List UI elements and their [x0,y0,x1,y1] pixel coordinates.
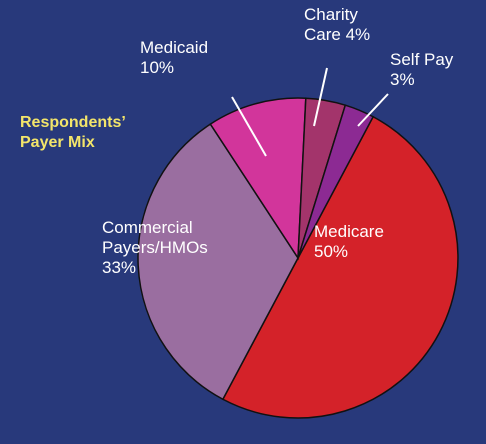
leader-line [231,96,267,157]
data-label-box: Charity Care 4% [304,5,376,45]
chart-title: Respondents’ Payer Mix [20,114,125,151]
value-label: 33% [102,258,137,277]
value-label: 3% [390,70,415,89]
data-label-box: Self Pay 3% [390,50,470,90]
data-label: Self Pay 3% [390,50,470,90]
data-label: Charity Care 4% [304,5,376,45]
pie-slice [297,104,375,259]
data-label-box: Medicare 50% [314,222,404,262]
data-label: Commercial Payers/HMOs 33% [102,218,214,278]
leader-line [357,93,389,127]
pie-slice [221,115,459,419]
category-label: Medicaid [140,38,209,57]
value-label: 10% [140,58,175,77]
data-label: Medicare 50% [314,222,404,262]
pie-slice [137,123,299,401]
category-label: Medicare [314,222,384,241]
value-label: 50% [314,242,349,261]
category-label: Charity Care [304,5,358,44]
leader-line [313,67,328,127]
title-box: Respondents’ Payer Mix [20,114,125,151]
data-label: Medicaid 10% [140,38,225,78]
data-label-box: Medicaid 10% [140,38,225,78]
category-label: Self Pay [390,50,454,69]
pie [137,97,459,419]
data-label-box: Commercial Payers/HMOs 33% [102,218,214,278]
value-label: 4% [345,25,371,44]
pie-slice [209,97,307,261]
category-label: Commercial Payers/HMOs [102,218,208,257]
